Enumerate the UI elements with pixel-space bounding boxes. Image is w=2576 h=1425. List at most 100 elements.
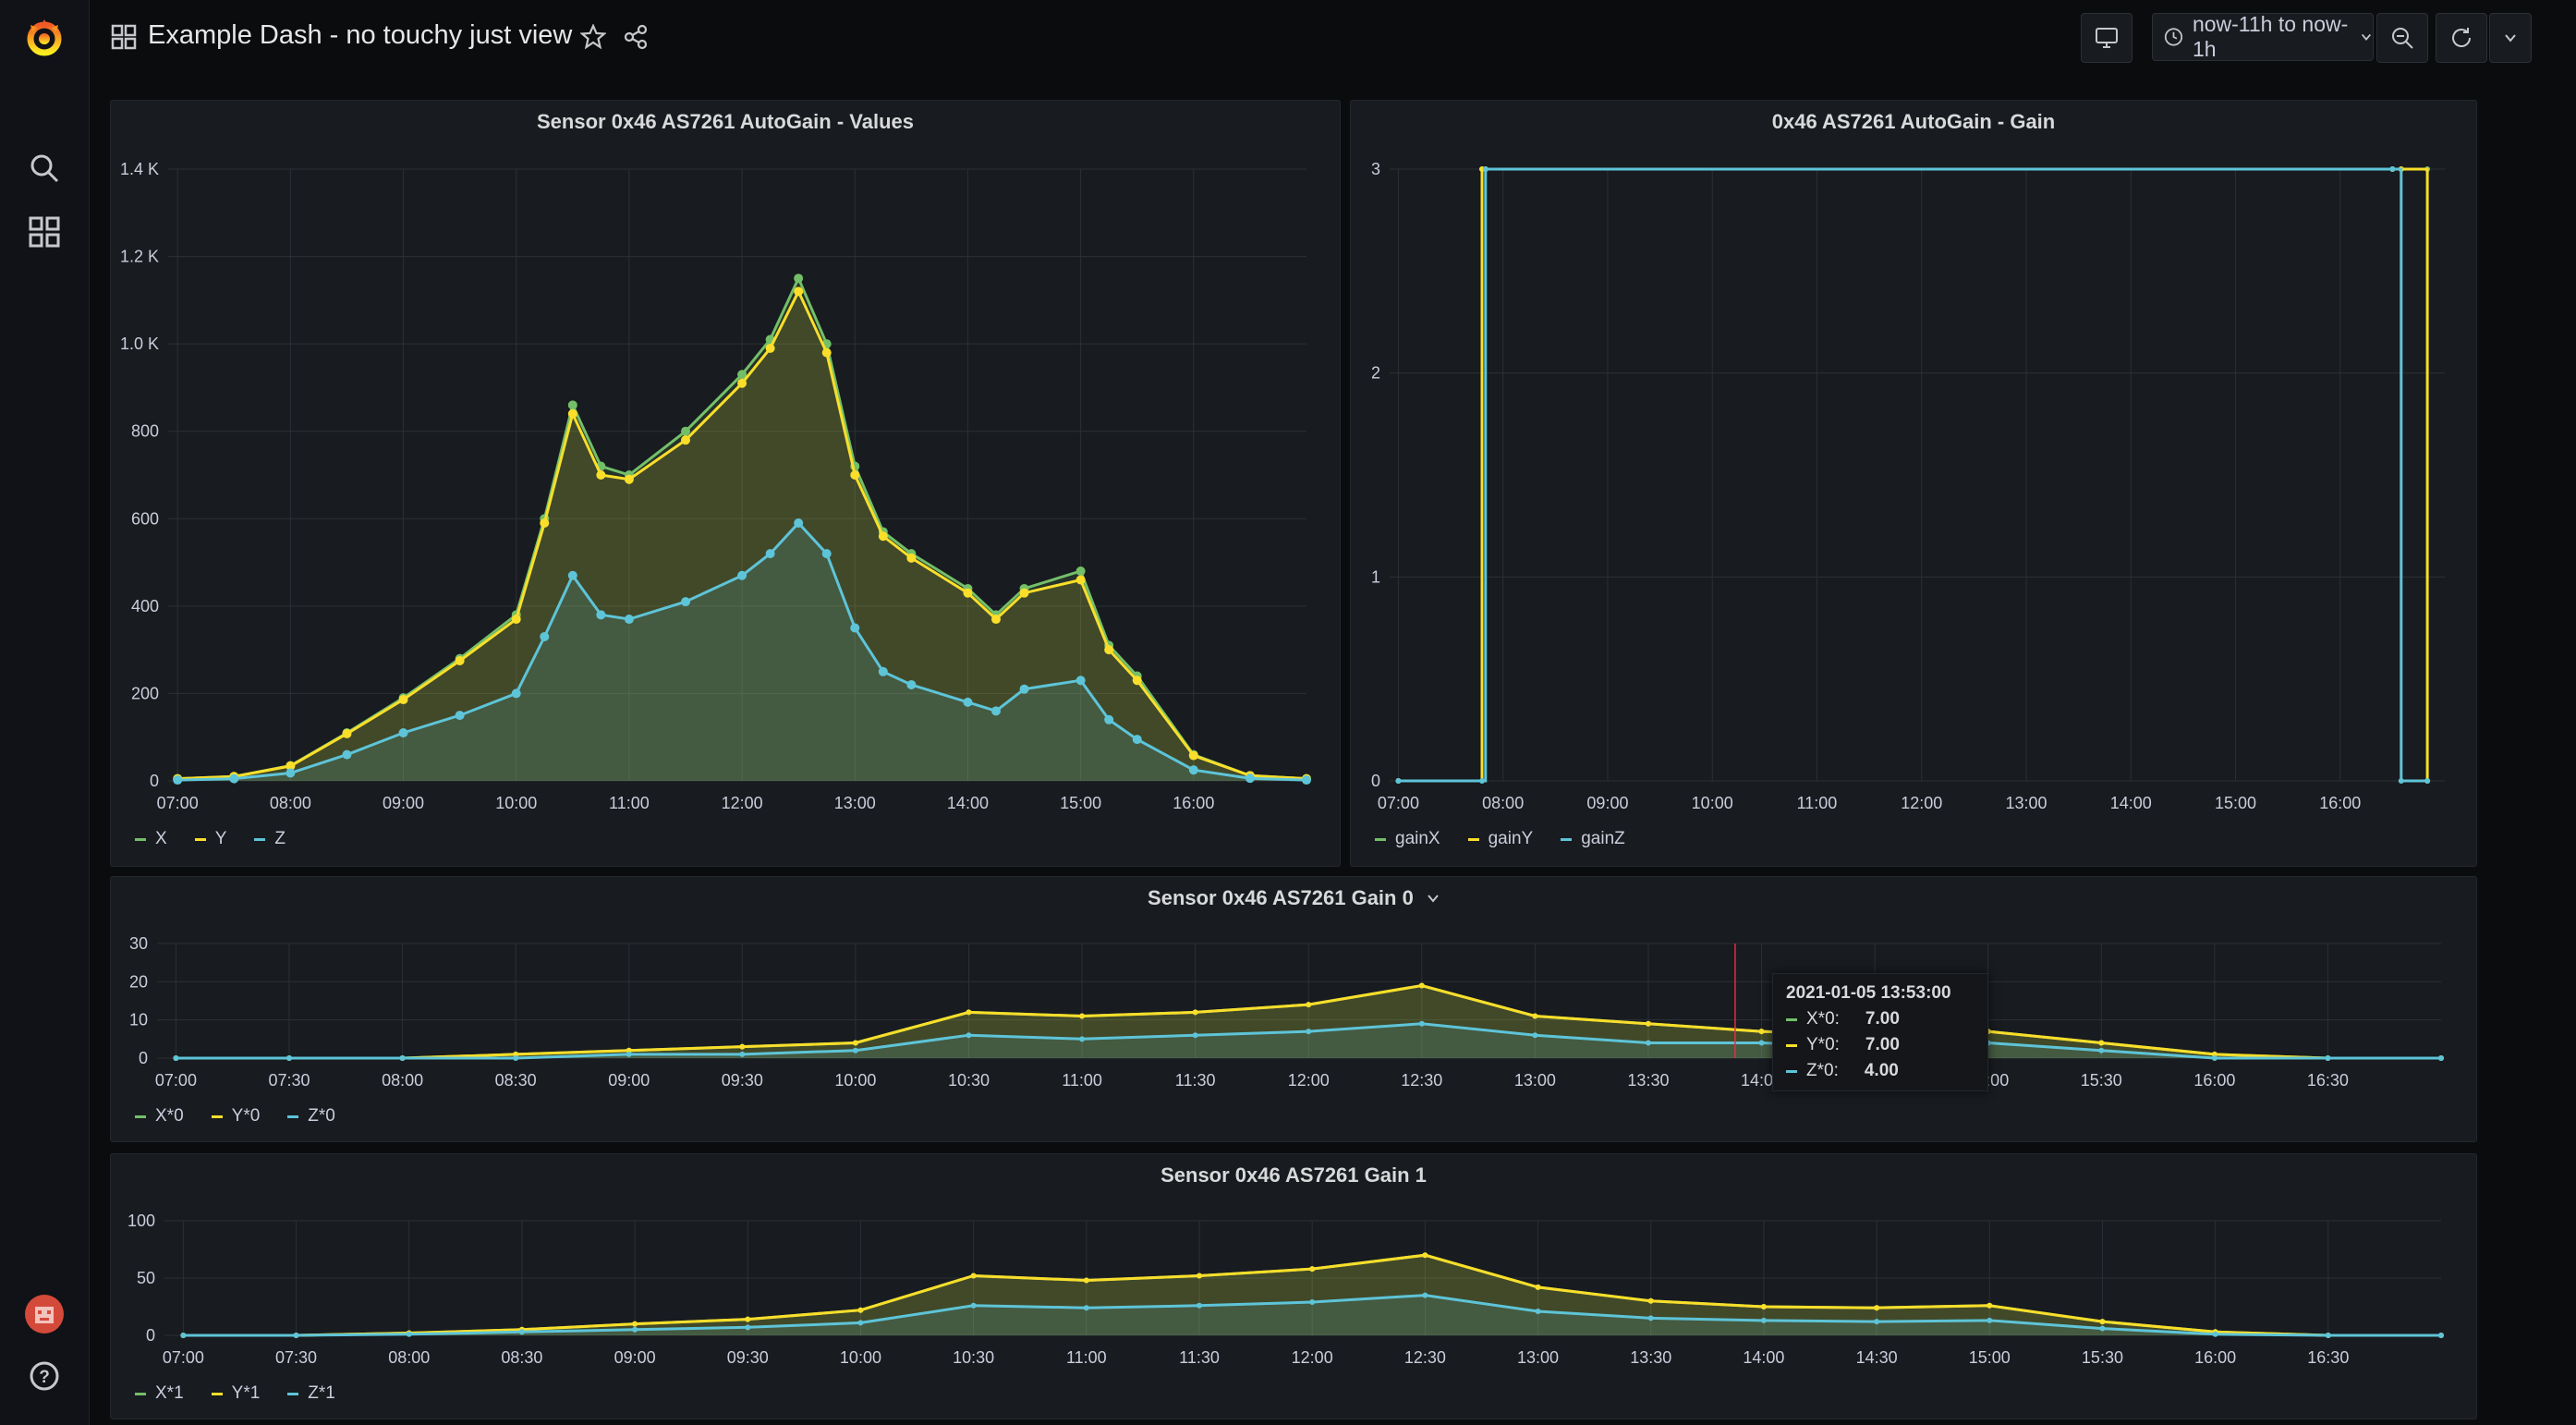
panel-title[interactable]: Sensor 0x46 AS7261 Gain 1 — [1160, 1163, 1427, 1187]
data-point-Y — [398, 695, 408, 705]
x-tick-label: 16:00 — [2194, 1348, 2236, 1367]
legend-item[interactable]: gainY — [1467, 829, 1534, 849]
y-tick-label: 1.4 K — [120, 160, 159, 178]
data-point-Y — [567, 408, 577, 419]
legend-item[interactable]: gainZ — [1561, 829, 1625, 849]
legend-item[interactable]: X*1 — [135, 1383, 184, 1404]
y-tick-label: 1.2 K — [120, 248, 159, 266]
series-area-Z*1 — [183, 1295, 2442, 1335]
data-point-Z — [1245, 773, 1255, 784]
x-tick-label: 15:30 — [2082, 1348, 2123, 1367]
data-point-Y — [540, 518, 550, 529]
legend-item[interactable]: Z — [254, 829, 286, 849]
data-point-Z*1 — [1760, 1317, 1767, 1323]
x-tick-label: 15:00 — [1969, 1348, 2011, 1367]
data-point-Z*0 — [1192, 1032, 1198, 1039]
legend-item[interactable]: X*0 — [135, 1106, 184, 1127]
x-tick-label: 08:30 — [501, 1348, 542, 1367]
chart-autogain-gain[interactable]: 0 1 2 3 07:00 08:00 09:00 10:00 11:00 12:00 13:00 1… — [1351, 101, 2476, 866]
x-tick-label: 07:30 — [275, 1348, 317, 1367]
user-avatar[interactable] — [22, 1292, 67, 1336]
x-tick-label: 11:00 — [609, 794, 650, 812]
series-line-gainZ — [1398, 167, 2428, 783]
data-point-Z*0 — [1306, 1029, 1312, 1035]
panel-title[interactable]: 0x46 AS7261 AutoGain - Gain — [1771, 110, 2056, 133]
legend-swatch — [1561, 837, 1573, 841]
x-tick-label: 08:00 — [1482, 794, 1524, 812]
search-icon[interactable] — [22, 146, 67, 190]
data-point-Y*1 — [2099, 1319, 2106, 1325]
tooltip-row: Z*0: 4.00 — [1786, 1061, 1975, 1081]
refresh-button[interactable] — [2436, 13, 2487, 63]
dashboard-title[interactable]: Example Dash - no touchy just view — [148, 20, 573, 50]
data-point-Y — [765, 343, 775, 353]
clock-icon — [2164, 28, 2183, 46]
legend-item[interactable]: Y*0 — [211, 1106, 260, 1127]
legend-swatch — [194, 837, 206, 841]
time-range-label: now-11h to now-1h — [2192, 12, 2349, 61]
dashboards-icon[interactable] — [22, 210, 67, 254]
data-point-Y*1 — [857, 1307, 864, 1313]
y-tick-label: 0 — [146, 1326, 155, 1345]
legend-item[interactable]: Z*1 — [287, 1383, 335, 1404]
refresh-interval-button[interactable] — [2489, 13, 2532, 63]
data-point-Z — [1302, 775, 1311, 786]
data-point-Y — [1075, 575, 1086, 585]
help-icon[interactable]: ? — [22, 1354, 67, 1398]
x-tick-label: 09:30 — [722, 1071, 763, 1090]
data-point-Z — [229, 773, 239, 784]
legend-item[interactable]: Y*1 — [211, 1383, 260, 1404]
data-point-Z*0 — [173, 1055, 179, 1061]
chart-autogain-values[interactable]: 0 200 400 600 800 1.0 K 1.2 K 1.4 K 07:00 08:00 09… — [111, 101, 1340, 866]
legend-swatch — [254, 837, 266, 841]
x-tick-label: 13:00 — [1514, 1071, 1556, 1090]
x-tick-label: 10:00 — [840, 1348, 881, 1367]
x-tick-label: 07:30 — [268, 1071, 310, 1090]
data-point-Y*0 — [852, 1040, 858, 1046]
x-tick-label: 12:00 — [1292, 1348, 1333, 1367]
data-point-Z*1 — [406, 1331, 412, 1337]
refresh-icon — [2452, 28, 2471, 47]
data-point-Z*0 — [1645, 1040, 1651, 1046]
x-tick-label: 12:30 — [1404, 1348, 1446, 1367]
data-point-Y — [991, 615, 1001, 625]
panel-title[interactable]: Sensor 0x46 AS7261 AutoGain - Values — [537, 110, 914, 133]
x-tick-label: 07:00 — [157, 794, 199, 812]
data-point-Y*0 — [1079, 1013, 1086, 1019]
y-tick-label: 800 — [131, 422, 159, 441]
star-icon[interactable] — [577, 20, 610, 54]
x-tick-label: 10:00 — [1692, 794, 1733, 812]
data-point-Z*0 — [286, 1055, 293, 1061]
x-tick-label: 08:00 — [388, 1348, 430, 1367]
data-point-Z*1 — [180, 1333, 187, 1338]
series-line-Y — [177, 287, 1307, 781]
tv-mode-button[interactable] — [2081, 13, 2132, 63]
chart-gain-0[interactable]: 0 10 20 30 07:00 07:30 08:00 08:30 09:00 09:30 10:… — [111, 877, 2476, 1141]
zoom-out-button[interactable] — [2376, 13, 2428, 63]
tooltip-row: Y*0: 7.00 — [1786, 1035, 1975, 1055]
x-tick-label: 11:30 — [1179, 1348, 1220, 1367]
legend-label: X — [155, 829, 167, 848]
tooltip-label: X*0: — [1806, 1009, 1840, 1029]
data-point-Y — [596, 470, 606, 480]
tooltip-swatch — [1786, 1069, 1797, 1073]
data-point-gainZ — [1395, 778, 1402, 784]
legend-item[interactable]: Y — [194, 829, 226, 849]
legend-item[interactable]: X — [135, 829, 167, 849]
share-icon[interactable] — [619, 20, 652, 54]
grafana-logo-icon[interactable] — [22, 15, 67, 59]
tooltip-row: X*0: 7.00 — [1786, 1009, 1975, 1029]
legend-item[interactable]: gainX — [1375, 829, 1440, 849]
data-point-Y*1 — [632, 1321, 638, 1327]
data-point-Z — [1019, 684, 1029, 694]
x-tick-label: 15:30 — [2081, 1071, 2122, 1090]
data-point-Z*0 — [2098, 1047, 2105, 1054]
legend-label: gainY — [1488, 829, 1534, 848]
legend-item[interactable]: Z*0 — [287, 1106, 335, 1127]
chart-gain-1[interactable]: 0 50 100 07:00 07:30 08:00 08:30 09:00 09:30 10:0… — [111, 1154, 2476, 1419]
series-line-Z — [177, 520, 1307, 782]
data-point-Y — [963, 588, 973, 598]
time-range-picker[interactable]: now-11h to now-1h — [2152, 12, 2374, 61]
panel-title-text: Sensor 0x46 AS7261 Gain 0 — [1148, 886, 1414, 909]
panel-title[interactable]: Sensor 0x46 AS7261 Gain 0 — [111, 886, 2476, 910]
